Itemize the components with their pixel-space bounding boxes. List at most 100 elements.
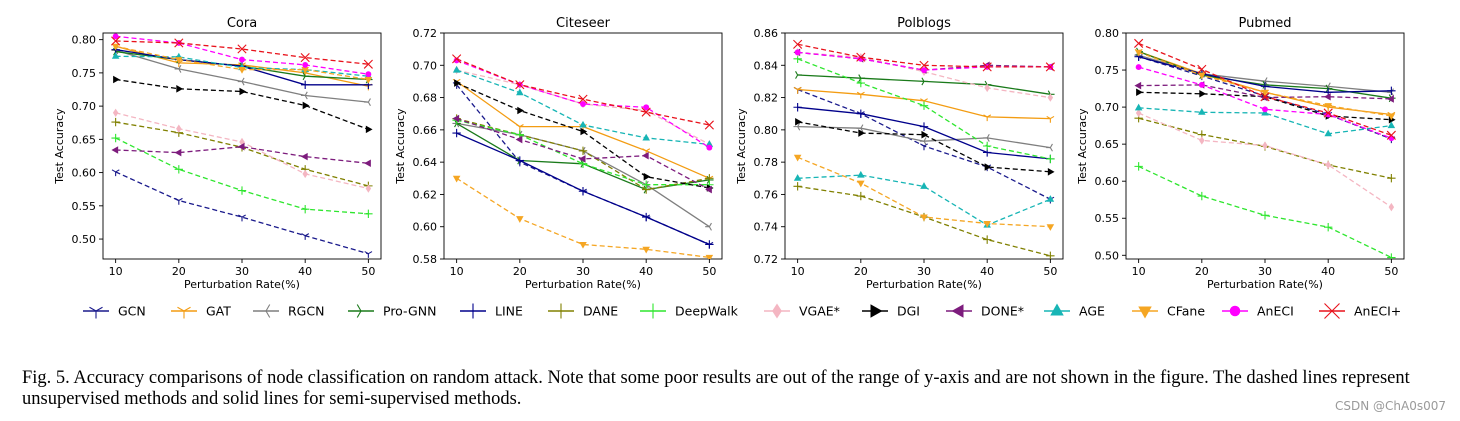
point-aneci	[1262, 106, 1268, 113]
y-tick-label: 0.82	[754, 92, 779, 105]
point-age	[516, 88, 524, 96]
point-dgi	[1047, 168, 1055, 176]
x-tick-label: 30	[576, 265, 590, 278]
point-deepwalk	[111, 133, 120, 143]
y-tick-label: 0.60	[72, 167, 97, 180]
series-line-rgcn	[456, 122, 710, 228]
x-tick-label: 30	[1258, 265, 1272, 278]
point-done	[452, 114, 460, 123]
legend-item-dane: DANE	[548, 303, 618, 319]
point-rgcn	[1260, 77, 1268, 86]
point-cfane	[452, 175, 461, 183]
panel-title: Citeseer	[556, 16, 611, 31]
point-aneci	[641, 107, 651, 117]
point-age	[642, 133, 650, 141]
legend-label: DANE	[583, 304, 618, 319]
legend-label: AGE	[1079, 304, 1105, 319]
x-axis-label: Perturbation Rate(%)	[525, 278, 641, 291]
point-cfane	[579, 241, 587, 249]
point-done	[1134, 81, 1142, 90]
point-cfane	[920, 214, 928, 222]
legend-marker	[553, 303, 569, 319]
series-line-aneci	[797, 43, 1051, 68]
point-line	[1260, 82, 1270, 91]
point-aneci	[643, 104, 650, 111]
point-gat	[856, 91, 865, 99]
y-tick-label: 0.50	[1095, 249, 1120, 262]
point-dane	[111, 117, 120, 127]
point-deepwalk	[919, 101, 929, 110]
point-vgae	[176, 124, 182, 133]
legend: GCN GAT RGCN Pro-GNN LINE DANE DeepWalk VGAE* DG…	[83, 303, 1401, 319]
legend-item-aneci: AnECI	[1222, 304, 1294, 319]
point-aneci	[300, 53, 310, 63]
point-vgae	[1262, 141, 1268, 150]
point-rgcn	[919, 137, 927, 146]
point-deepwalk	[1387, 253, 1396, 259]
point-gcn	[301, 233, 310, 240]
point-dane	[856, 191, 866, 201]
y-axis-label: Test Accuracy	[735, 108, 748, 185]
point-age	[857, 170, 865, 178]
point-age	[452, 65, 461, 73]
x-tick-label: 50	[361, 265, 375, 278]
point-cfane	[1261, 89, 1269, 97]
legend-item-aneci: AnECI+	[1319, 303, 1401, 319]
legend-label: DeepWalk	[675, 304, 739, 319]
point-dgi	[1136, 88, 1143, 97]
point-cfane	[516, 216, 524, 223]
point-rgcn	[982, 134, 990, 142]
point-aneci	[794, 49, 801, 56]
x-tick-label: 30	[235, 265, 249, 278]
point-aneci	[856, 52, 866, 62]
point-rgcn	[1387, 88, 1394, 97]
y-tick-label: 0.62	[413, 188, 438, 201]
point-age	[920, 182, 928, 189]
point-age	[793, 174, 802, 181]
legend-item-done: DONE*	[946, 304, 1024, 319]
point-deepwalk	[300, 204, 310, 214]
legend-label: GAT	[206, 304, 231, 319]
series-line-dgi	[456, 82, 710, 189]
point-dane	[1387, 174, 1396, 183]
point-dgi	[795, 118, 802, 126]
y-tick-label: 0.80	[1095, 27, 1120, 40]
legend-label: AnECI	[1257, 304, 1294, 319]
point-rgcn	[705, 222, 712, 231]
legend-label: Pro-GNN	[383, 304, 436, 319]
point-age	[705, 140, 714, 147]
point-line	[705, 240, 714, 249]
y-axis-label: Test Accuracy	[53, 108, 66, 185]
point-aneci	[1134, 38, 1144, 48]
point-rgcn	[364, 98, 371, 107]
point-line	[578, 187, 588, 196]
x-tick-label: 50	[1043, 265, 1057, 278]
point-dane	[982, 235, 992, 244]
y-axis-label: Test Accuracy	[394, 108, 407, 185]
y-tick-label: 0.60	[413, 221, 438, 234]
y-tick-label: 0.55	[1095, 212, 1120, 225]
x-tick-label: 20	[172, 265, 186, 278]
point-deepwalk	[982, 141, 992, 151]
point-age	[111, 52, 120, 59]
legend-item-vgae: VGAE*	[764, 303, 840, 319]
point-aneci	[793, 39, 803, 49]
x-tick-label: 10	[791, 265, 805, 278]
x-tick-label: 40	[298, 265, 312, 278]
point-rgcn	[1046, 143, 1053, 152]
y-tick-label: 0.70	[72, 100, 97, 113]
legend-item-cfane: CFane	[1132, 304, 1205, 319]
point-cfane	[642, 246, 650, 254]
point-vgae	[1047, 93, 1054, 102]
y-tick-label: 0.58	[413, 253, 438, 266]
point-deepwalk	[641, 180, 651, 189]
series-line-deepwalk	[456, 119, 710, 186]
point-gcn	[238, 214, 246, 222]
legend-label: DONE*	[981, 304, 1024, 319]
legend-marker	[772, 303, 782, 319]
point-aneci	[111, 36, 121, 46]
legend-label: CFane	[1167, 304, 1205, 319]
point-rgcn	[300, 91, 308, 100]
y-tick-label: 0.84	[754, 59, 779, 72]
series-line-age	[115, 55, 369, 77]
